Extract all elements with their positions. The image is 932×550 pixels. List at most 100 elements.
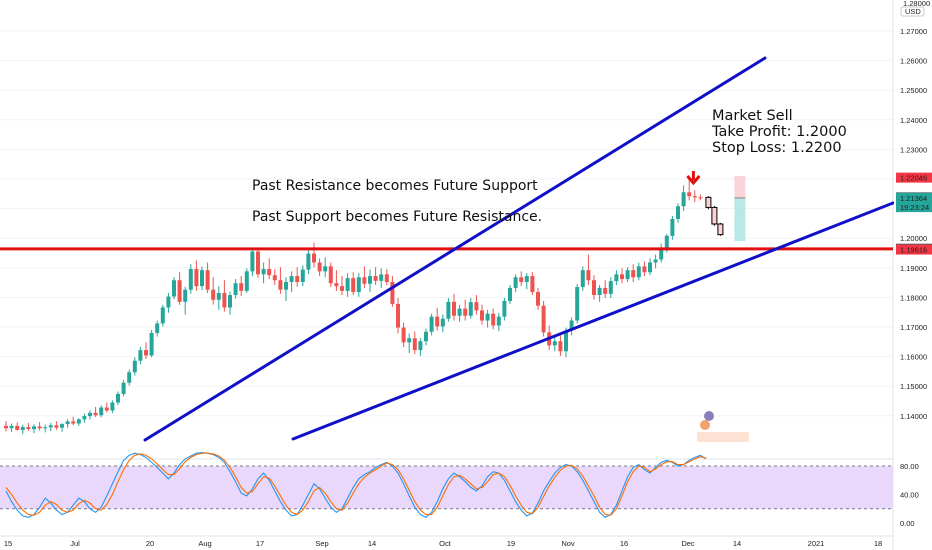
candle-body xyxy=(211,289,216,300)
candle-body xyxy=(664,235,669,248)
candle-body xyxy=(351,278,356,293)
candle-body xyxy=(648,262,652,273)
candle-body xyxy=(597,287,602,296)
time-tick: 2021 xyxy=(808,539,825,548)
candle-body xyxy=(116,393,120,403)
candle-body xyxy=(222,292,227,308)
price-tick: 1.20000 xyxy=(900,234,927,243)
candle-body xyxy=(76,419,81,424)
candle-body xyxy=(244,271,249,291)
sell-arrow-head xyxy=(686,175,701,186)
time-tick: 18 xyxy=(874,539,882,548)
axis-top-label: 1.28000 xyxy=(903,0,930,8)
price-tick: 1.14000 xyxy=(900,412,927,421)
candle-body xyxy=(15,425,20,431)
candle-body xyxy=(144,350,148,356)
candle-body xyxy=(37,426,42,429)
candle-body xyxy=(183,289,188,302)
candle-body xyxy=(26,427,31,430)
lower-trendline xyxy=(291,201,895,441)
price-tick: 1.27000 xyxy=(900,27,927,36)
currency-label: USD xyxy=(905,7,921,16)
candle-body xyxy=(368,276,372,284)
price-label: 1.21364 xyxy=(900,194,927,203)
candle-body xyxy=(127,372,132,383)
candle-body xyxy=(356,277,361,293)
projection-candles xyxy=(705,196,724,236)
candle-body xyxy=(446,301,451,319)
time-tick: Aug xyxy=(198,539,211,548)
candle-body xyxy=(440,318,445,327)
candle-body xyxy=(93,412,98,416)
trade-title: Market Sell xyxy=(712,108,793,124)
price-label: 1.22046 xyxy=(900,174,927,183)
candle-body xyxy=(233,283,238,296)
candle-body xyxy=(88,412,92,417)
stoch-stoch_k xyxy=(5,451,707,518)
price-tick: 1.24000 xyxy=(900,116,927,125)
candle-body xyxy=(295,276,300,283)
candle-body xyxy=(614,274,619,282)
time-tick: 16 xyxy=(620,539,628,548)
candle-body xyxy=(362,277,367,284)
annotation-resistance-support: Past Resistance becomes Future Support xyxy=(252,178,538,194)
badge-circle xyxy=(704,411,714,421)
time-tick: 14 xyxy=(733,539,741,548)
candle-body xyxy=(496,316,501,326)
candle-body xyxy=(317,262,322,272)
price-label: 19:23:24 xyxy=(900,203,929,212)
candle-body xyxy=(160,307,165,324)
candle-body xyxy=(121,382,126,394)
candle-body xyxy=(284,282,288,290)
candle-body xyxy=(32,426,36,430)
candle-body xyxy=(390,282,395,304)
candle-body xyxy=(71,421,76,424)
candle-body xyxy=(424,331,428,342)
candle-body xyxy=(491,313,496,326)
trade-plan: Market Sell Take Profit: 1.2000 Stop Los… xyxy=(712,108,847,156)
candle-body xyxy=(435,316,440,327)
candle-body xyxy=(692,196,697,198)
candle-body xyxy=(261,268,266,275)
candle-body xyxy=(418,341,423,351)
stop-loss: Stop Loss: 1.2200 xyxy=(712,140,842,156)
candle-body xyxy=(278,280,283,290)
candle-body xyxy=(508,287,512,301)
candle-body xyxy=(48,425,53,428)
osc-tick: 80.00 xyxy=(900,462,919,471)
price-label: 1.19616 xyxy=(900,246,927,255)
time-tick: 15 xyxy=(4,539,12,548)
candle-body xyxy=(43,427,48,429)
candle-body xyxy=(558,341,563,352)
candle-body xyxy=(323,266,328,272)
time-axis: 15 Jul 20 Aug 17 Sep 14 Oct 19 Nov 16 Dec 14 2021 18 xyxy=(4,539,882,548)
price-label-bg xyxy=(896,192,932,203)
candle-body xyxy=(586,270,591,281)
candle-body xyxy=(155,323,160,333)
candle-body xyxy=(300,269,305,283)
candle-body xyxy=(228,295,232,308)
candle-body xyxy=(99,407,104,416)
upper-trendline xyxy=(143,56,767,442)
candle-body xyxy=(463,308,468,316)
time-tick: 19 xyxy=(507,539,515,548)
candle-body xyxy=(659,247,664,260)
candle-body xyxy=(569,320,574,331)
projection-body xyxy=(717,223,724,236)
trendlines xyxy=(0,56,895,442)
candle-body xyxy=(642,266,647,273)
candle-body xyxy=(4,425,8,429)
candle-body xyxy=(429,316,434,332)
candle-body xyxy=(104,407,109,411)
price-tick: 1.23000 xyxy=(900,145,927,154)
badge-strip xyxy=(697,432,749,442)
candle-body xyxy=(166,296,171,308)
candle-body xyxy=(379,274,384,281)
price-tick: 1.26000 xyxy=(900,57,927,66)
candle-body xyxy=(524,276,529,283)
candle-body xyxy=(312,253,316,263)
projection-body xyxy=(711,206,718,225)
